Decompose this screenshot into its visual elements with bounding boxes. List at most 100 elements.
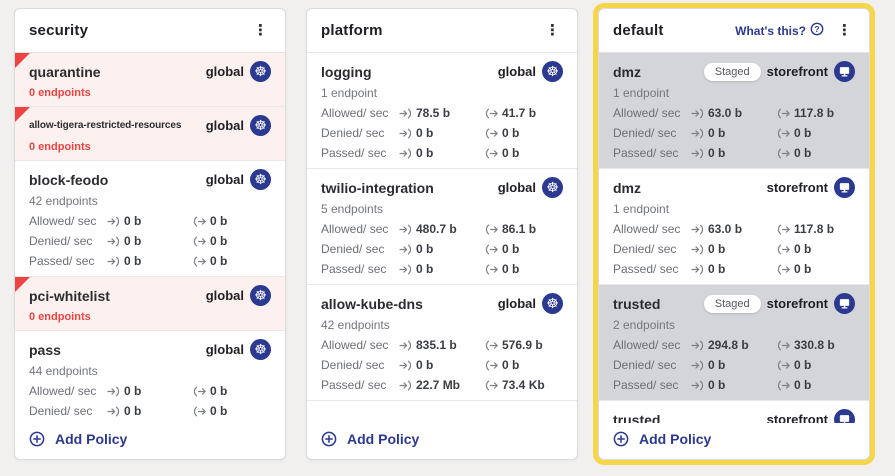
stats-list: Allowed/ sec 63.0 b 117.8 b [613,106,855,162]
policy-name: logging [321,63,372,80]
endpoints-count: 0 endpoints [29,311,91,323]
inbound-arrow-icon [399,244,412,255]
stat-outbound: 0 b [193,384,271,398]
policy-name: dmz [613,63,641,80]
stat-outbound: 576.9 b [485,338,563,352]
outbound-arrow-icon [777,380,790,391]
traffic-stat-row: Passed/ sec 22.7 Mb 73.4 Kb [321,378,563,392]
stat-label: Allowed/ sec [321,222,389,236]
kebab-menu-icon[interactable]: ⋮ [250,21,271,40]
outbound-arrow-icon [777,148,790,159]
outbound-arrow-icon [485,264,498,275]
inbound-arrow-icon [399,380,412,391]
stat-label: Allowed/ sec [613,338,681,352]
policy-card[interactable]: twilio-integration global ☸ 5 endpoints … [307,169,577,285]
kebab-menu-icon[interactable]: ⋮ [542,21,563,40]
stat-outbound: 0 b [777,126,855,140]
stat-out-value: 0 b [794,378,812,392]
outbound-arrow-icon [485,108,498,119]
whats-this-link[interactable]: What's this? ? [735,22,824,39]
kubernetes-global-icon: ☸ [250,339,271,360]
stat-out-value: 0 b [502,358,520,372]
policy-card[interactable]: dmz storefront 1 endpoint Allowed/ sec [599,169,869,285]
traffic-stat-row: Denied/ sec 0 b 0 b [613,242,855,256]
column-header-actions: ⋮ [250,21,271,40]
policy-card[interactable]: pass global ☸ 44 endpoints Allowed/ sec … [15,331,285,423]
stat-out-value: 0 b [794,242,812,256]
policy-card[interactable]: trusted storefront [599,401,869,423]
stat-inbound: 63.0 b [691,106,777,120]
stat-inbound: 294.8 b [691,338,777,352]
policy-column: default What's this? ? ⋮ dmz [598,8,870,460]
policy-scope: global [497,180,536,195]
column-title: default [613,22,664,39]
traffic-stat-row: Denied/ sec 0 b 0 b [29,234,271,248]
inbound-arrow-icon [691,340,704,351]
stat-in-value: 835.1 b [416,338,457,352]
stat-in-value: 0 b [124,254,142,268]
kubernetes-global-icon: ☸ [250,61,271,82]
policy-card[interactable]: dmz Staged storefront 1 endpoint Allowed… [599,53,869,169]
kebab-menu-icon[interactable]: ⋮ [834,21,855,40]
policy-card[interactable]: logging global ☸ 1 endpoint Allowed/ sec… [307,53,577,169]
add-policy-button[interactable]: Add Policy [613,431,711,447]
policy-scope: storefront [766,64,828,79]
stat-inbound: 0 b [107,384,193,398]
kubernetes-global-icon: ☸ [542,177,563,198]
policy-name: trusted [613,411,661,424]
policy-card[interactable]: allow-kube-dns global ☸ 42 endpoints All… [307,285,577,401]
stat-in-value: 0 b [708,262,726,276]
traffic-stat-row: Passed/ sec 0 b 0 b [29,254,271,268]
stat-label: Passed/ sec [613,146,679,160]
stat-label: Denied/ sec [613,126,677,140]
outbound-arrow-icon [485,380,498,391]
stat-outbound: 0 b [193,404,271,418]
endpoints-count: 5 endpoints [321,202,384,216]
endpoints-count: 44 endpoints [29,364,98,378]
stat-inbound: 0 b [399,126,485,140]
stat-label: Passed/ sec [29,254,95,268]
policy-card[interactable]: trusted Staged storefront 2 endpoints Al… [599,285,869,401]
stat-in-value: 78.5 b [416,106,451,120]
traffic-stat-row: Allowed/ sec 0 b 0 b [29,384,271,398]
add-policy-button[interactable]: Add Policy [321,431,419,447]
stat-out-value: 0 b [794,146,812,160]
stat-outbound: 0 b [485,242,563,256]
policy-card[interactable]: block-feodo global ☸ 42 endpoints Allowe… [15,161,285,277]
column-title: platform [321,22,383,39]
card-title-row: allow-kube-dns global ☸ [321,293,563,314]
stat-in-value: 22.7 Mb [416,378,461,392]
stats-list: Allowed/ sec 0 b 0 b Denied [29,214,271,270]
policy-name: dmz [613,179,641,196]
inbound-arrow-icon [691,128,704,139]
stat-in-value: 0 b [708,126,726,140]
traffic-stat-row: Denied/ sec 0 b 0 b [613,126,855,140]
stat-label: Passed/ sec [321,146,387,160]
outbound-arrow-icon [485,148,498,159]
inbound-arrow-icon [691,264,704,275]
stat-in-value: 480.7 b [416,222,457,236]
policy-card[interactable]: quarantine global ☸ 0 endpoints [15,53,285,107]
add-policy-button[interactable]: Add Policy [29,431,127,447]
card-title-row: dmz storefront [613,177,855,198]
outbound-arrow-icon [777,244,790,255]
stat-in-value: 0 b [708,146,726,160]
stat-label: Allowed/ sec [613,222,681,236]
stat-inbound: 0 b [107,234,193,248]
inbound-arrow-icon [107,216,120,227]
stat-inbound: 63.0 b [691,222,777,236]
stat-outbound: 117.8 b [777,222,855,236]
stat-out-value: 0 b [210,254,228,268]
inbound-arrow-icon [107,236,120,247]
policy-scope: global [205,342,244,357]
traffic-stat-row: Passed/ sec 0 b 0 b [613,262,855,276]
policy-card[interactable]: pci-whitelist global ☸ 0 endpoints [15,277,285,331]
policy-name: twilio-integration [321,179,434,196]
stat-label: Allowed/ sec [29,214,97,228]
policy-card[interactable]: allow-tigera-restricted-resources global… [15,107,285,161]
alert-corner-flag [15,53,30,68]
stats-list: Allowed/ sec 480.7 b 86.1 b [321,222,563,278]
stat-label: Passed/ sec [321,378,387,392]
column-header: security ⋮ [15,9,285,52]
stat-inbound: 0 b [399,242,485,256]
